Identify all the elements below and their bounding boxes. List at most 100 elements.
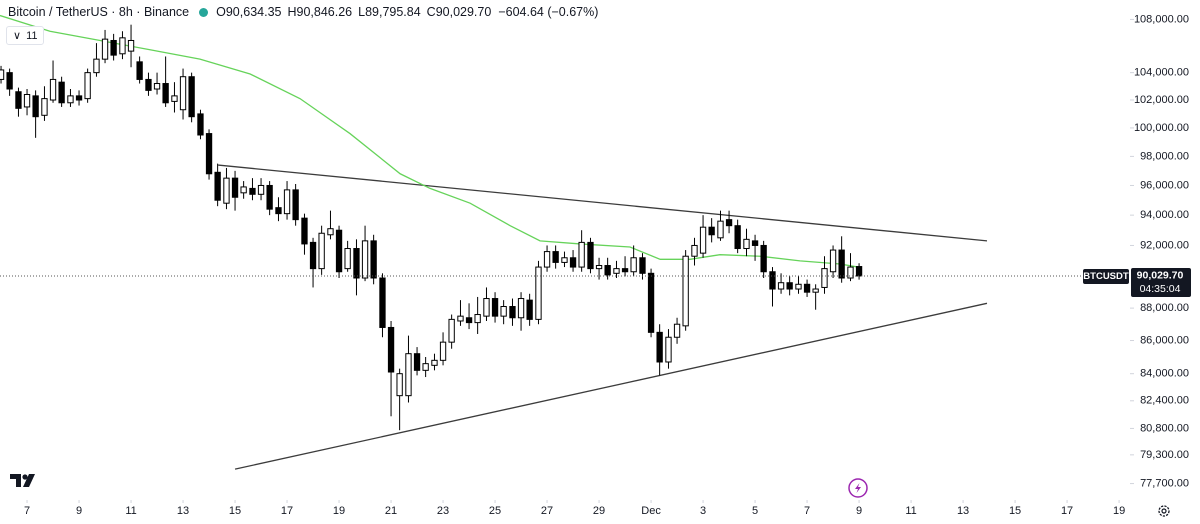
candle-body — [413, 353, 421, 371]
x-tick-label: 7 — [24, 505, 30, 517]
candle-body — [639, 257, 646, 274]
candle-body — [448, 318, 455, 343]
candle-body — [526, 299, 533, 320]
candle-body — [855, 266, 863, 277]
x-tick-label: 21 — [385, 505, 397, 517]
indicator-toggle[interactable]: ∨ 11 — [6, 26, 45, 45]
candle-body — [205, 133, 213, 175]
candle-body — [543, 251, 551, 268]
ohlc-value: 90,029.70 — [435, 5, 492, 19]
x-tick-label: 3 — [700, 505, 706, 517]
candle-body — [500, 306, 507, 317]
candle-body — [483, 298, 490, 317]
price-badge — [1131, 267, 1191, 297]
candle-body — [595, 265, 603, 270]
symbol-label: BTCUSDT — [1083, 271, 1129, 282]
candle-body — [257, 184, 265, 195]
candle-body — [743, 238, 750, 250]
ohlc-key: C — [426, 5, 436, 19]
settings-icon[interactable] — [1158, 505, 1170, 517]
x-tick-label: 7 — [804, 505, 810, 517]
candle-body — [49, 78, 57, 101]
candle-body — [41, 98, 48, 116]
symbol-badge — [1083, 268, 1129, 284]
candle-body — [552, 251, 559, 263]
candle-body — [58, 81, 65, 104]
candle-body — [491, 298, 499, 317]
candle-body — [75, 95, 83, 101]
candle-body — [734, 225, 741, 250]
candle-body — [847, 266, 854, 279]
candle-body — [587, 241, 594, 270]
candle-body — [621, 268, 629, 273]
candle-body — [760, 244, 767, 273]
candle-body — [127, 39, 135, 52]
y-tick-label: 86,000.00 — [1140, 334, 1189, 346]
y-tick-label: 94,000.00 — [1140, 209, 1189, 221]
candle-body — [751, 240, 759, 246]
tradingview-logo — [10, 474, 35, 487]
x-tick-label: 29 — [593, 505, 605, 517]
candle-body — [535, 266, 542, 320]
change: −604.64 (−0.67%) — [498, 5, 599, 19]
y-tick-label: 77,700.00 — [1140, 477, 1189, 489]
ohlc-item: C90,029.70 — [427, 5, 492, 19]
x-tick-label: 11 — [905, 505, 916, 517]
candle-body — [630, 257, 637, 273]
candle-body — [569, 257, 577, 268]
candle-body — [93, 58, 100, 74]
x-tick-label: 13 — [957, 505, 969, 517]
candle-body — [344, 248, 351, 270]
candle-body — [327, 228, 334, 236]
candle-body — [101, 38, 109, 60]
countdown: 04:35:04 — [1140, 283, 1181, 295]
candle-body — [838, 249, 845, 279]
candle-body — [725, 219, 733, 227]
y-tick-label: 88,000.00 — [1140, 302, 1189, 314]
candle-body — [266, 184, 273, 210]
candle-body — [682, 255, 689, 327]
y-tick-label: 96,000.00 — [1140, 179, 1189, 191]
y-tick-label: 79,300.00 — [1140, 449, 1189, 461]
candle-body — [171, 95, 178, 102]
header: Bitcoin / TetherUS · 8h · Binance O90,63… — [8, 5, 598, 19]
candle-body — [829, 249, 837, 273]
x-tick-label: 11 — [125, 505, 136, 517]
candle-body — [23, 93, 31, 108]
candle-body — [197, 113, 204, 136]
ohlc-value: 89,795.84 — [365, 5, 421, 19]
trendline — [218, 164, 988, 242]
candle-body — [335, 229, 343, 273]
candle-body — [474, 314, 481, 324]
candle-body — [613, 268, 620, 274]
candle-body — [153, 83, 161, 90]
ohlc-item: O90,634.35 — [216, 5, 281, 19]
ohlc-key: H — [287, 5, 297, 19]
x-tick-label: 23 — [437, 505, 449, 517]
x-tick-label: 15 — [1009, 505, 1021, 517]
ohlc-item: L89,795.84 — [358, 5, 421, 19]
candle-body — [699, 226, 707, 254]
x-tick-label: 17 — [1061, 505, 1073, 517]
x-tick-label: 5 — [752, 505, 758, 517]
x-tick-label: 19 — [333, 505, 345, 517]
candle-body — [717, 220, 724, 239]
candle-body — [361, 240, 369, 279]
candle-body — [370, 240, 377, 279]
candle-body — [179, 76, 187, 111]
y-tick-label: 92,000.00 — [1140, 239, 1189, 251]
ohlc-value: 90,634.35 — [225, 5, 282, 19]
candle-body — [6, 72, 13, 90]
candle-body — [67, 95, 74, 104]
x-tick-label: 9 — [76, 505, 82, 517]
ohlc-value: 90,846.26 — [296, 5, 353, 19]
candle-body — [604, 265, 611, 276]
lightning-icon[interactable] — [848, 478, 868, 498]
candle-body — [656, 331, 663, 363]
x-tick-label: 19 — [1113, 505, 1125, 517]
x-tick-label: Dec — [641, 505, 661, 517]
candle-body — [301, 217, 308, 245]
candle-body — [15, 91, 22, 109]
